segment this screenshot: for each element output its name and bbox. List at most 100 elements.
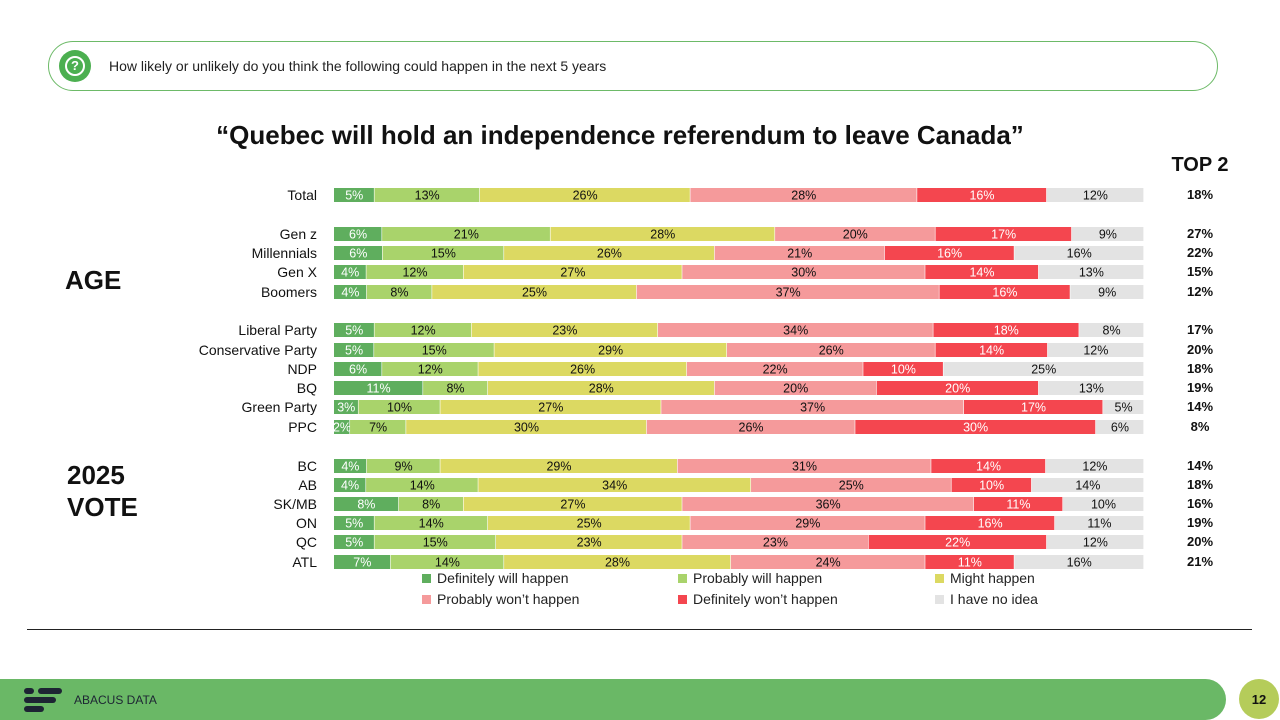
top2-value: 18% — [1187, 361, 1213, 376]
segment-label: 14% — [410, 479, 435, 493]
bar-segment — [1038, 381, 1144, 395]
segment-label: 12% — [1083, 189, 1108, 203]
segment-label: 7% — [369, 421, 387, 435]
row-label-ppc: PPC — [288, 419, 317, 435]
segment-label: 14% — [419, 517, 444, 531]
row-label-millennials: Millennials — [252, 245, 317, 261]
bar-segment — [334, 420, 350, 434]
segment-label: 9% — [1099, 228, 1117, 242]
segment-label: 17% — [991, 228, 1016, 242]
bar-segment — [366, 285, 432, 299]
top2-value: 14% — [1187, 399, 1213, 414]
segment-label: 22% — [763, 363, 788, 377]
bar-segment — [478, 478, 751, 492]
segment-label: 31% — [792, 460, 817, 474]
top2-value: 8% — [1191, 419, 1210, 434]
legend-label: I have no idea — [950, 591, 1038, 607]
top2-value: 20% — [1187, 534, 1213, 549]
segment-label: 20% — [843, 228, 868, 242]
bar-segment — [682, 265, 925, 279]
segment-label: 6% — [349, 228, 367, 242]
segment-label: 26% — [597, 247, 622, 261]
segment-label: 23% — [552, 324, 577, 338]
bar-segment — [366, 478, 478, 492]
footer-divider — [27, 629, 1252, 630]
row-label-atl: ATL — [292, 554, 317, 570]
bar-segment — [358, 400, 440, 414]
top2-value: 14% — [1187, 458, 1213, 473]
segment-label: 7% — [353, 556, 371, 570]
segment-label: 16% — [992, 286, 1017, 300]
bar-segment — [876, 381, 1039, 395]
segment-label: 34% — [783, 324, 808, 338]
segment-label: 29% — [598, 344, 623, 358]
segment-label: 14% — [1075, 479, 1100, 493]
bar-segment — [1103, 400, 1144, 414]
row-label-ab: AB — [298, 477, 317, 493]
row-label-on: ON — [296, 515, 317, 531]
segment-label: 12% — [1083, 536, 1108, 550]
legend-item-might: Might happen — [935, 570, 1035, 586]
bar-segment — [398, 497, 463, 511]
bar-segment — [334, 246, 382, 260]
group-label-age: AGE — [65, 265, 122, 295]
bar-segment — [964, 400, 1103, 414]
top2-value: 20% — [1187, 342, 1213, 357]
bar-segment — [366, 459, 440, 473]
segment-label: 8% — [422, 498, 440, 512]
bar-segment — [374, 343, 494, 357]
row-label-green-party: Green Party — [242, 399, 317, 415]
legend-item-definitely-wont: Definitely won’t happen — [678, 591, 838, 607]
top2-value: 16% — [1187, 496, 1213, 511]
segment-label: 12% — [402, 266, 427, 280]
segment-label: 30% — [791, 266, 816, 280]
segment-label: 9% — [1098, 286, 1116, 300]
bar-segment — [1047, 343, 1144, 357]
segment-label: 14% — [976, 460, 1001, 474]
bar-segment — [686, 362, 863, 376]
brand-name: ABACUS DATA — [74, 693, 157, 707]
segment-label: 8% — [357, 498, 375, 512]
bar-segment — [646, 420, 855, 434]
question-banner: ? How likely or unlikely do you think th… — [48, 41, 1218, 91]
bar-segment — [440, 459, 678, 473]
bar-segment — [334, 265, 366, 279]
segment-label: 21% — [454, 228, 479, 242]
legend-swatch — [678, 594, 687, 604]
segment-label: 3% — [337, 401, 355, 415]
bar-segment — [382, 227, 550, 241]
segment-label: 16% — [969, 189, 994, 203]
bar-segment — [682, 497, 974, 511]
segment-label: 6% — [349, 247, 367, 261]
bar-segment — [714, 246, 885, 260]
bar-segment — [925, 516, 1055, 530]
segment-label: 12% — [1083, 344, 1108, 358]
bar-segment — [406, 420, 647, 434]
segment-label: 25% — [839, 479, 864, 493]
bar-segment — [1054, 516, 1144, 530]
bar-segment — [334, 478, 366, 492]
segment-label: 15% — [431, 247, 456, 261]
segment-label: 5% — [345, 517, 363, 531]
row-label-total: Total — [287, 187, 317, 203]
bar-segment — [1038, 265, 1144, 279]
segment-label: 14% — [435, 556, 460, 570]
footer-band: ABACUS DATA — [0, 679, 1226, 720]
top2-value: 18% — [1187, 187, 1213, 202]
segment-label: 28% — [605, 556, 630, 570]
segment-label: 6% — [349, 363, 367, 377]
segment-label: 16% — [978, 517, 1003, 531]
segment-label: 17% — [1021, 401, 1046, 415]
bar-segment — [1095, 420, 1144, 434]
segment-label: 28% — [791, 189, 816, 203]
bar-segment — [682, 535, 868, 549]
top2-value: 18% — [1187, 477, 1213, 492]
group-label-vote-line1: 2025 — [67, 460, 125, 490]
segment-label: 16% — [1067, 247, 1092, 261]
segment-label: 5% — [345, 324, 363, 338]
row-label-liberal-party: Liberal Party — [238, 322, 317, 338]
bar-segment — [432, 285, 637, 299]
bar-segment — [1014, 246, 1144, 260]
bar-segment — [334, 381, 423, 395]
bar-segment — [478, 362, 687, 376]
